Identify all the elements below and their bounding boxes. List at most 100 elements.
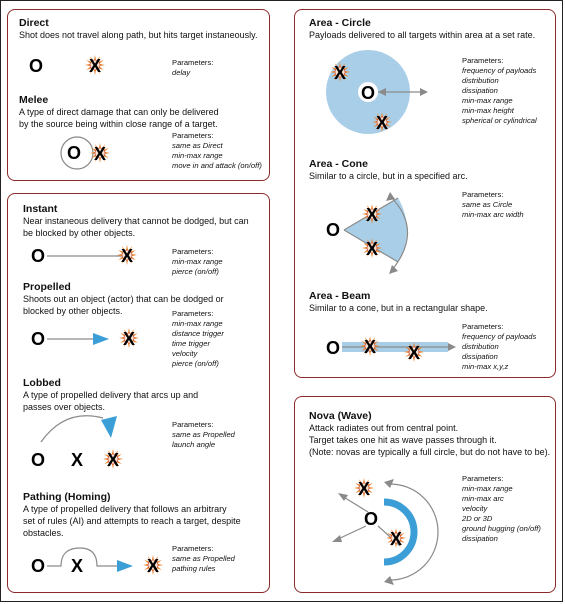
burst-core xyxy=(94,147,106,159)
target-marker: X xyxy=(364,337,376,357)
params-direct: Parameters: delay xyxy=(172,58,214,77)
section-description: A type of direct damage that can only be… xyxy=(19,107,219,129)
source-clearing xyxy=(358,82,378,102)
arc-path xyxy=(40,415,104,443)
params-nova: Parameters: min-max range min-max arc ve… xyxy=(462,474,541,543)
target-marker: X xyxy=(376,113,388,133)
source-marker: O xyxy=(326,220,340,240)
arrowhead-icon xyxy=(420,88,428,96)
arrowhead-icon xyxy=(332,535,342,542)
panel-nova xyxy=(294,396,556,593)
section-melee: Melee A type of direct damage that can o… xyxy=(19,94,269,130)
target-marker: X xyxy=(390,529,402,549)
path-line xyxy=(47,547,117,567)
section-area-circle: Area - Circle Payloads delivered to all … xyxy=(309,17,554,41)
source-marker: O xyxy=(364,509,378,529)
panel-direct-melee xyxy=(7,9,270,181)
section-description: Shot does not travel along path, but hit… xyxy=(19,30,258,40)
radial-line xyxy=(341,495,369,513)
burst-core xyxy=(147,559,159,571)
section-description: Payloads delivered to all targets within… xyxy=(309,30,536,40)
burst-core xyxy=(364,340,376,352)
arrowhead-icon xyxy=(448,343,456,351)
impact-burst-icon xyxy=(117,245,137,265)
section-lobbed: Lobbed A type of propelled delivery that… xyxy=(23,377,268,413)
impact-burst-icon xyxy=(143,555,163,575)
target-marker: X xyxy=(147,556,159,576)
burst-core xyxy=(89,59,101,71)
section-title: Instant xyxy=(23,203,58,215)
section-description: Shoots out an object (actor) that can be… xyxy=(23,294,224,316)
impact-burst-icon xyxy=(362,204,382,224)
section-title: Direct xyxy=(19,17,49,29)
section-area-beam: Area - Beam Similar to a cone, but in a … xyxy=(309,290,554,314)
target-marker: X xyxy=(94,144,106,164)
params-area-circle: Parameters: frequency of payloads distri… xyxy=(462,56,537,125)
arrowhead-icon xyxy=(378,88,386,96)
params-area-beam: Parameters: frequency of payloads distri… xyxy=(462,322,537,371)
section-description: Attack radiates out from central point. … xyxy=(309,423,551,457)
target-marker: X xyxy=(123,329,135,349)
impact-burst-icon xyxy=(330,62,350,82)
arrowhead-icon xyxy=(386,192,395,201)
burst-core xyxy=(334,66,346,78)
source-marker: O xyxy=(31,556,45,576)
target-marker: X xyxy=(121,246,133,266)
burst-core xyxy=(123,332,135,344)
target-marker: X xyxy=(334,63,346,83)
target-marker: X xyxy=(408,343,420,363)
instant-diagram: O X xyxy=(31,245,137,266)
section-description: A type of propelled delivery that arcs u… xyxy=(23,390,199,412)
section-instant: Instant Near instaneous delivery that ca… xyxy=(23,203,268,239)
cone-fill xyxy=(344,198,407,262)
radial-line xyxy=(335,525,367,541)
burst-core xyxy=(121,249,133,261)
burst-core xyxy=(390,532,402,544)
burst-core xyxy=(107,453,119,465)
burst-core xyxy=(366,208,378,220)
source-marker: O xyxy=(31,329,45,349)
projectile-icon xyxy=(101,416,117,438)
section-title: Lobbed xyxy=(23,377,61,389)
section-title: Melee xyxy=(19,94,49,106)
burst-core xyxy=(408,346,420,358)
section-title: Propelled xyxy=(23,281,71,293)
target-marker: X xyxy=(107,450,119,470)
pathing-diagram: O X X xyxy=(31,547,163,576)
source-marker: O xyxy=(29,56,43,76)
params-area-cone: Parameters: same as Circle min-max arc w… xyxy=(462,190,524,219)
section-area-cone: Area - Cone Similar to a circle, but in … xyxy=(309,158,554,182)
nova-diagram: O X X xyxy=(332,478,439,585)
area-beam-diagram: O X X xyxy=(326,336,456,363)
arrowhead-icon xyxy=(384,479,394,488)
impact-burst-icon xyxy=(90,143,110,163)
outer-wave-arc xyxy=(389,483,439,581)
params-instant: Parameters: min-max range pierce (on/off… xyxy=(172,247,223,276)
target-marker: X xyxy=(89,56,101,76)
arrowhead-icon xyxy=(338,493,348,501)
section-title: Area - Cone xyxy=(309,158,368,170)
target-marker: X xyxy=(366,205,378,225)
source-marker: O xyxy=(361,83,375,103)
impact-burst-icon xyxy=(119,328,139,348)
arrowhead-icon xyxy=(389,265,398,274)
impact-burst-icon xyxy=(362,238,382,258)
lobbed-diagram: O X X xyxy=(31,415,123,470)
panel-projectiles xyxy=(7,193,270,593)
section-title: Nova (Wave) xyxy=(309,410,372,422)
section-propelled: Propelled Shoots out an object (actor) t… xyxy=(23,281,268,317)
area-cone-diagram: O X X xyxy=(326,192,409,274)
source-marker: O xyxy=(31,450,45,470)
burst-core xyxy=(366,242,378,254)
section-title: Pathing (Homing) xyxy=(23,491,111,503)
impact-burst-icon xyxy=(85,55,105,75)
burst-core xyxy=(376,116,388,128)
section-description: Similar to a circle, but in a specified … xyxy=(309,171,468,181)
source-marker: O xyxy=(326,338,340,358)
target-marker: X xyxy=(366,239,378,259)
arrowhead-icon xyxy=(384,576,394,585)
direct-diagram: O X xyxy=(29,55,105,76)
section-description: A type of propelled delivery that follow… xyxy=(23,504,241,538)
projectile-icon xyxy=(93,333,109,345)
